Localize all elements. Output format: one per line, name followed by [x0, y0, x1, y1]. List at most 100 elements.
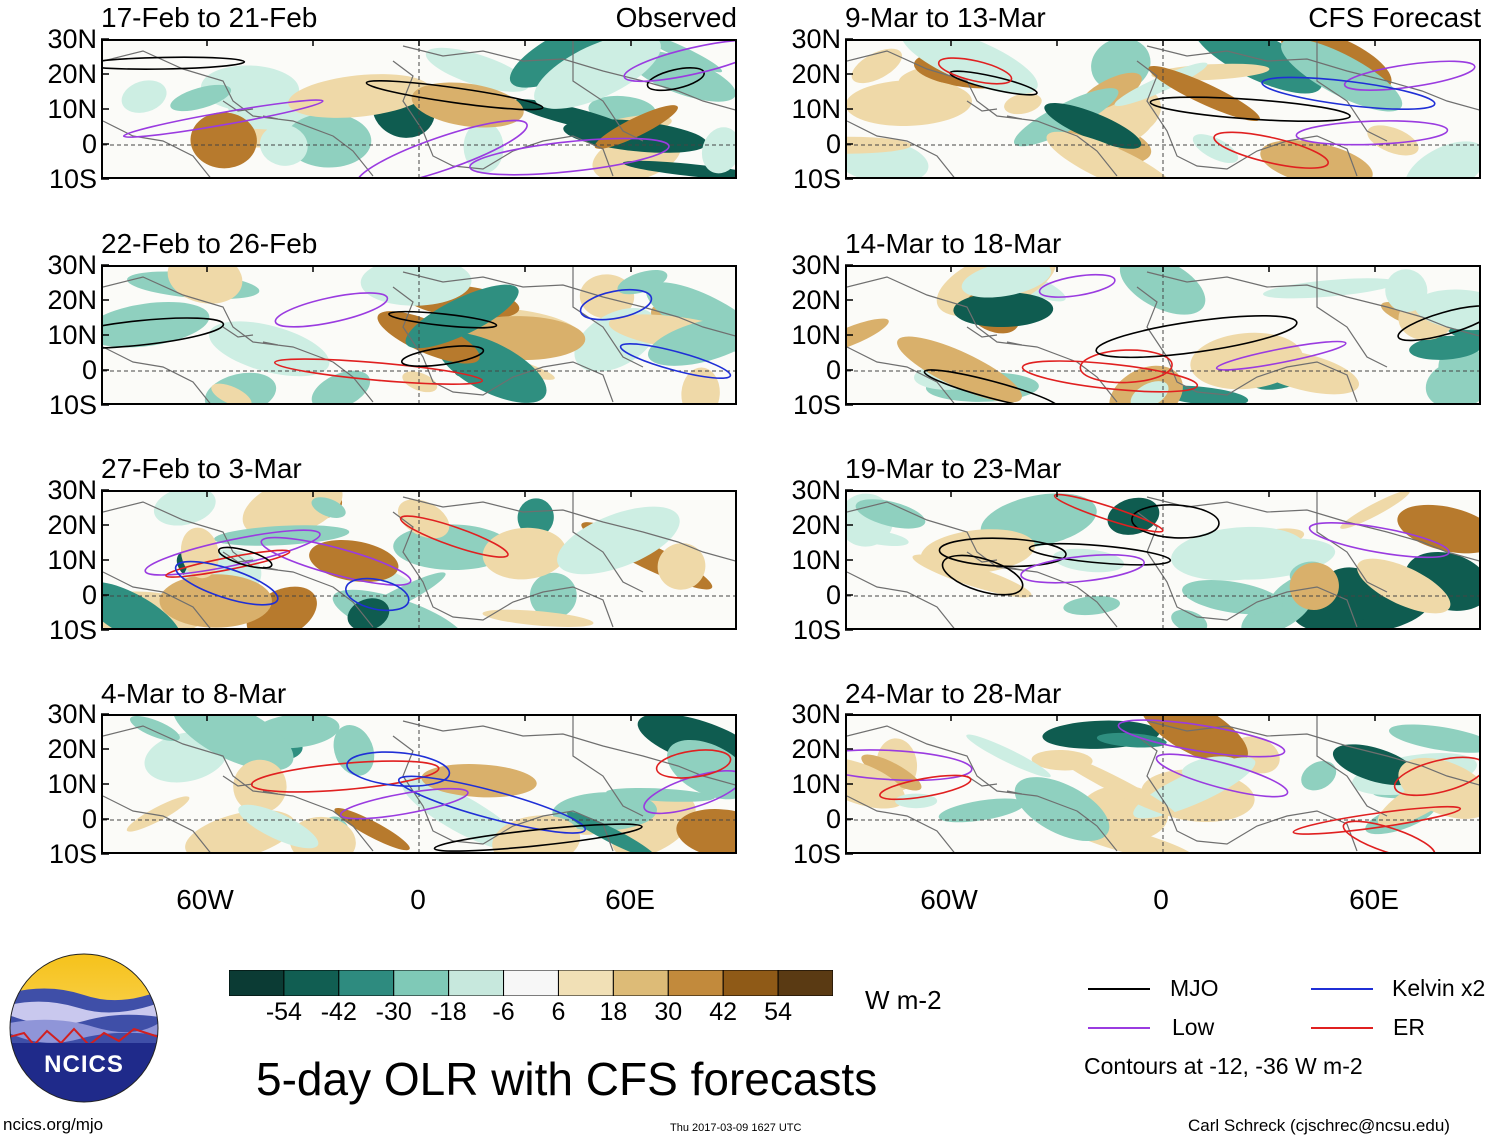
coastline	[847, 41, 1479, 177]
olr-anomaly-patch	[938, 798, 1025, 823]
colorbar	[228, 969, 834, 997]
lat-label: 10N	[47, 769, 97, 799]
footer-url: ncics.org/mjo	[3, 1115, 104, 1134]
olr-anomaly-patch	[1148, 65, 1260, 122]
lat-label: 10S	[48, 615, 97, 645]
colorbar-swatch	[612, 969, 669, 997]
mjo-contour	[923, 369, 1060, 403]
logo-text: NCICS	[44, 1051, 124, 1078]
lat-label: 10N	[791, 545, 841, 575]
low-contour	[1215, 340, 1347, 371]
map-ticks	[101, 38, 632, 180]
er-contour	[1053, 493, 1164, 533]
legend-label-low: Low	[1172, 1014, 1215, 1040]
olr-anomaly-patch	[233, 759, 287, 814]
olr-anomaly-patch	[701, 127, 735, 174]
olr-anomaly-patch	[648, 316, 735, 366]
olr-anomaly-patch	[847, 318, 889, 356]
low-contour	[122, 99, 324, 138]
panel-date-range: 27-Feb to 3-Mar	[101, 453, 302, 484]
olr-anomaly-patch	[1262, 278, 1397, 299]
lat-label: 30N	[47, 699, 97, 729]
panel-date-range: 14-Mar to 18-Mar	[845, 228, 1062, 259]
olr-anomaly-patch	[402, 371, 438, 393]
olr-map	[101, 265, 737, 405]
olr-anomaly-patch	[1397, 504, 1479, 554]
olr-anomaly-patch	[482, 609, 594, 627]
olr-anomaly-patch	[153, 492, 216, 526]
olr-anomaly-patch	[1340, 492, 1410, 529]
olr-anomaly-patch	[360, 267, 472, 306]
lat-label: 10S	[792, 164, 841, 194]
mjo-contour	[388, 310, 498, 329]
lat-label: 20N	[791, 510, 841, 540]
olr-anomaly-patch	[209, 321, 330, 377]
colorbar-tick-label: -54	[265, 998, 302, 1026]
lon-label-60w-right: 60W	[920, 884, 978, 915]
coastline	[103, 267, 735, 403]
main-title: 5-day OLR with CFS forecasts	[256, 1053, 878, 1105]
olr-anomaly-patch	[1241, 590, 1313, 628]
olr-anomaly-patch	[311, 497, 346, 518]
low-contour	[260, 536, 412, 586]
lat-label: 20N	[47, 59, 97, 89]
olr-anomaly-patch	[1171, 609, 1208, 628]
low-contour	[144, 529, 321, 576]
olr-anomaly-patch	[961, 267, 1052, 298]
olr-anomaly-patch	[851, 48, 902, 84]
olr-anomaly-patch	[534, 41, 661, 109]
kelvin-contour	[619, 342, 732, 380]
panel-date-range: 9-Mar to 13-Mar	[845, 2, 1046, 33]
olr-anomaly-patch	[1385, 269, 1428, 313]
olr-anomaly-patch	[401, 777, 523, 852]
colorbar-tick-label: 18	[599, 998, 628, 1026]
low-contour	[1308, 522, 1450, 559]
panel-date-range: 22-Feb to 26-Feb	[101, 228, 318, 259]
colorbar-tick-label: -6	[492, 998, 515, 1026]
lon-label-60e: 60E	[605, 884, 655, 915]
olr-anomaly-patch	[103, 301, 210, 348]
mjo-contour	[433, 823, 643, 852]
olr-anomaly-patch	[897, 336, 1022, 403]
olr-map	[101, 39, 737, 179]
colorbar-tick-label: -42	[320, 998, 357, 1026]
coastline	[103, 41, 735, 177]
colorbar-swatch	[722, 969, 779, 997]
mjo-contour	[217, 546, 273, 569]
lat-label: 10N	[47, 320, 97, 350]
low-contour	[1038, 273, 1116, 298]
colorbar-tick-label: 54	[764, 998, 792, 1026]
olr-anomaly-patch	[850, 529, 909, 547]
lat-label: 30N	[47, 250, 97, 280]
olr-anomaly-patch	[657, 543, 706, 590]
lat-label: 30N	[47, 475, 97, 505]
olr-anomaly-patch	[1171, 526, 1307, 581]
panel-source-tag: CFS Forecast	[1308, 2, 1481, 33]
coastline	[847, 267, 1479, 403]
olr-anomaly-patch	[1004, 93, 1042, 115]
map-ticks	[845, 489, 1376, 631]
lon-label-60w: 60W	[176, 884, 234, 915]
lat-label: 10S	[792, 615, 841, 645]
lon-label-60e-right: 60E	[1349, 884, 1399, 915]
mjo-contour	[400, 345, 485, 368]
er-contour	[879, 774, 972, 801]
colorbar-swatch	[228, 969, 285, 997]
olr-anomaly-patch	[1260, 140, 1373, 177]
olr-anomaly-patch	[1182, 580, 1283, 615]
kelvin-contour	[346, 751, 451, 787]
olr-anomaly-patch	[172, 716, 294, 771]
olr-anomaly-patch	[1332, 744, 1418, 786]
er-contour	[273, 358, 484, 385]
panel-date-range: 4-Mar to 8-Mar	[101, 678, 287, 709]
mjo-contour	[1131, 504, 1220, 539]
er-contour	[1393, 756, 1479, 797]
ncics-logo: NCICS	[9, 953, 159, 1103]
olr-anomaly-patch	[509, 41, 628, 88]
lat-label: 30N	[791, 475, 841, 505]
lat-label: 0	[81, 129, 97, 159]
er-contour	[399, 515, 509, 558]
colorbar-tick-label: 6	[551, 998, 566, 1026]
legend-line-mjo	[1088, 988, 1150, 990]
olr-anomaly-patch	[676, 808, 735, 852]
